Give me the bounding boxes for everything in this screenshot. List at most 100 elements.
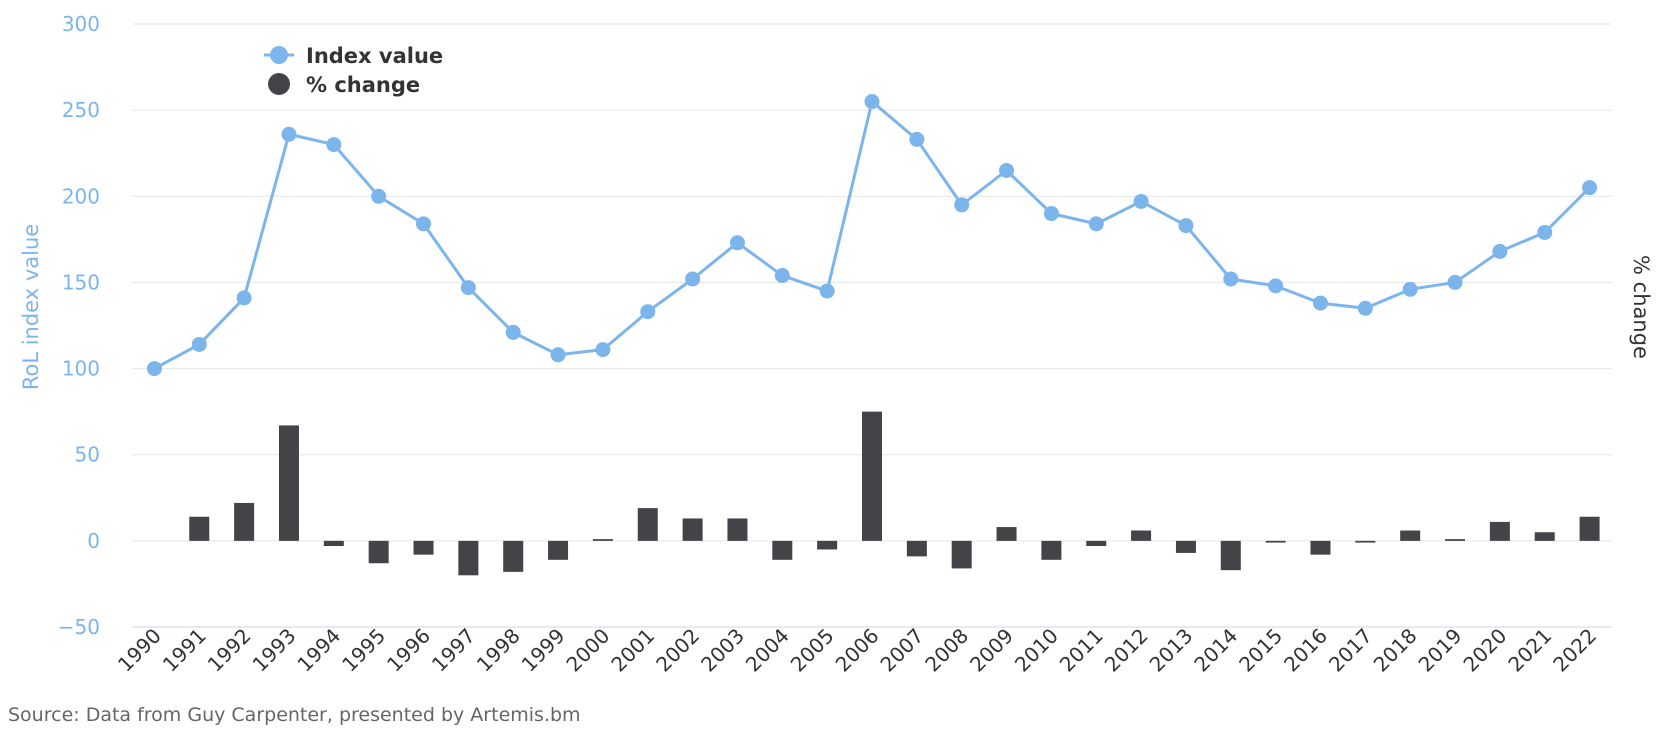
x-tick-label: 2019 — [1414, 624, 1467, 677]
x-axis-ticks: 1990199119921993199419951996199719981999… — [113, 624, 1601, 677]
point-2003[interactable] — [729, 235, 745, 251]
bar-2021[interactable] — [1534, 532, 1555, 541]
point-2004[interactable] — [774, 268, 790, 284]
legend[interactable]: Index value % change — [264, 44, 443, 97]
y-tick-label: 250 — [62, 98, 100, 122]
point-2013[interactable] — [1178, 218, 1194, 234]
x-tick-label: 1998 — [472, 624, 525, 677]
point-2019[interactable] — [1447, 274, 1463, 290]
point-2009[interactable] — [999, 162, 1015, 178]
point-1993[interactable] — [281, 126, 297, 142]
point-2011[interactable] — [1088, 216, 1104, 232]
bar-2013[interactable] — [1175, 540, 1196, 553]
point-1998[interactable] — [505, 324, 521, 340]
bar-1993[interactable] — [278, 425, 299, 541]
bar-2004[interactable] — [772, 540, 793, 560]
bar-2000[interactable] — [592, 539, 613, 541]
bar-2014[interactable] — [1220, 540, 1241, 571]
x-tick-label: 2004 — [741, 624, 794, 677]
point-1997[interactable] — [460, 280, 476, 296]
point-2008[interactable] — [954, 197, 970, 213]
point-2001[interactable] — [640, 304, 656, 320]
legend-label-pct-change: % change — [306, 73, 420, 97]
bar-2022[interactable] — [1579, 516, 1600, 541]
point-1996[interactable] — [416, 216, 432, 232]
bar-2016[interactable] — [1310, 540, 1331, 555]
bar-2011[interactable] — [1086, 540, 1107, 547]
y-tick-label: −50 — [58, 615, 100, 639]
bar-2010[interactable] — [1041, 540, 1062, 560]
bar-2007[interactable] — [906, 540, 927, 557]
x-tick-label: 2003 — [696, 624, 749, 677]
bar-2005[interactable] — [817, 540, 838, 550]
point-2022[interactable] — [1582, 180, 1598, 196]
index-value-line — [153, 100, 1591, 370]
bar-1995[interactable] — [368, 540, 389, 564]
x-tick-label: 2012 — [1100, 624, 1153, 677]
bar-2020[interactable] — [1489, 521, 1510, 541]
y-axis-title-right: % change — [1629, 255, 1653, 359]
legend-marker-icon — [270, 46, 288, 64]
bar-2017[interactable] — [1355, 540, 1376, 543]
x-tick-label: 2013 — [1145, 624, 1198, 677]
bar-2012[interactable] — [1131, 530, 1152, 541]
point-2010[interactable] — [1043, 206, 1059, 222]
bar-series — [189, 411, 1600, 576]
bar-1997[interactable] — [458, 540, 479, 576]
bar-2008[interactable] — [951, 540, 972, 569]
bar-1996[interactable] — [413, 540, 434, 555]
x-tick-label: 1992 — [203, 624, 256, 677]
point-1999[interactable] — [550, 347, 566, 363]
bar-2009[interactable] — [996, 527, 1017, 541]
bar-2001[interactable] — [637, 508, 658, 541]
line-series — [146, 94, 1598, 377]
y-tick-label: 0 — [87, 529, 100, 553]
point-2017[interactable] — [1357, 300, 1373, 316]
bar-2018[interactable] — [1400, 530, 1421, 541]
point-2015[interactable] — [1268, 278, 1284, 294]
chart-source-credit: Source: Data from Guy Carpenter, present… — [8, 704, 581, 726]
point-2012[interactable] — [1133, 193, 1149, 209]
point-2014[interactable] — [1223, 271, 1239, 287]
x-tick-label: 2020 — [1458, 624, 1511, 677]
point-1995[interactable] — [371, 188, 387, 204]
bar-1998[interactable] — [503, 540, 524, 572]
point-2000[interactable] — [595, 342, 611, 358]
bar-1999[interactable] — [548, 540, 569, 560]
point-2002[interactable] — [685, 271, 701, 287]
y-tick-label: 150 — [62, 270, 100, 294]
x-tick-label: 2017 — [1324, 624, 1377, 677]
bar-1991[interactable] — [189, 516, 210, 541]
bar-2003[interactable] — [727, 518, 748, 541]
y-tick-label: 200 — [62, 184, 100, 208]
point-1992[interactable] — [236, 290, 252, 306]
x-tick-label: 2022 — [1548, 624, 1601, 677]
point-1991[interactable] — [191, 336, 207, 352]
point-2018[interactable] — [1402, 281, 1418, 297]
bar-2006[interactable] — [862, 411, 882, 541]
legend-item-pct-change[interactable]: % change — [268, 73, 420, 97]
x-tick-label: 1997 — [427, 624, 480, 677]
y-tick-label: 100 — [62, 357, 100, 381]
point-1994[interactable] — [326, 137, 342, 153]
point-2016[interactable] — [1312, 295, 1328, 311]
bar-2015[interactable] — [1265, 540, 1286, 543]
x-tick-label: 2007 — [875, 624, 928, 677]
y-axis-title-left: RoL index value — [19, 224, 43, 390]
bar-1992[interactable] — [234, 502, 255, 541]
point-2007[interactable] — [909, 131, 925, 147]
point-2006[interactable] — [864, 94, 880, 110]
x-tick-label: 2005 — [786, 624, 839, 677]
bar-1994[interactable] — [323, 540, 344, 547]
point-2005[interactable] — [819, 283, 835, 299]
bar-2002[interactable] — [682, 518, 703, 541]
x-tick-label: 2021 — [1503, 624, 1556, 677]
point-2021[interactable] — [1537, 224, 1553, 240]
bar-2019[interactable] — [1445, 539, 1466, 541]
x-tick-label: 2002 — [651, 624, 704, 677]
legend-item-index-value[interactable]: Index value — [264, 44, 443, 68]
x-tick-label: 2006 — [831, 624, 884, 677]
point-1990[interactable] — [146, 361, 162, 377]
point-2020[interactable] — [1492, 243, 1508, 259]
x-tick-label: 1990 — [113, 624, 166, 677]
